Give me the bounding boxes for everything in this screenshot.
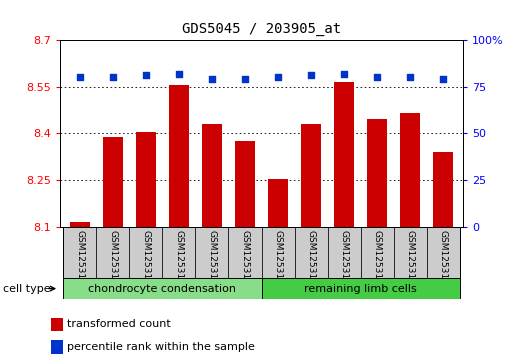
Bar [163, 227, 196, 278]
Text: GSM1253167: GSM1253167 [439, 231, 448, 291]
Point [406, 74, 414, 80]
Bar [51, 340, 63, 354]
Bar [360, 227, 393, 278]
Bar [334, 82, 354, 227]
Point [76, 74, 84, 80]
Point [241, 76, 249, 82]
Bar [169, 85, 189, 227]
Point [373, 74, 381, 80]
Text: cell type: cell type [3, 284, 50, 294]
Text: GSM1253166: GSM1253166 [405, 231, 415, 291]
Text: GSM1253162: GSM1253162 [274, 231, 282, 291]
Point [175, 71, 183, 77]
Bar [327, 227, 360, 278]
Bar [262, 227, 294, 278]
Text: GSM1253161: GSM1253161 [241, 231, 249, 291]
Bar [63, 278, 262, 299]
Bar [393, 227, 427, 278]
Text: GSM1253156: GSM1253156 [75, 231, 84, 291]
Text: GSM1253164: GSM1253164 [339, 231, 348, 291]
Text: chondrocyte condensation: chondrocyte condensation [88, 284, 236, 294]
Text: GSM1253158: GSM1253158 [141, 231, 151, 291]
Bar [268, 179, 288, 227]
Point [307, 73, 315, 78]
Bar [103, 136, 123, 227]
Bar [367, 119, 387, 227]
Bar [96, 227, 130, 278]
Bar [51, 318, 63, 331]
Bar [130, 227, 163, 278]
Bar [262, 278, 460, 299]
Text: GSM1253157: GSM1253157 [108, 231, 118, 291]
Bar [400, 113, 420, 227]
Bar [202, 124, 222, 227]
Bar [235, 141, 255, 227]
Bar [229, 227, 262, 278]
Bar [301, 124, 321, 227]
Point [109, 74, 117, 80]
Point [142, 73, 150, 78]
Text: GSM1253165: GSM1253165 [372, 231, 382, 291]
Text: remaining limb cells: remaining limb cells [304, 284, 417, 294]
Point [208, 76, 216, 82]
Point [439, 76, 447, 82]
Text: transformed count: transformed count [67, 319, 171, 330]
Text: GSM1253163: GSM1253163 [306, 231, 315, 291]
Text: GSM1253160: GSM1253160 [208, 231, 217, 291]
Bar [136, 132, 156, 227]
Point [340, 71, 348, 77]
Bar [63, 227, 96, 278]
Title: GDS5045 / 203905_at: GDS5045 / 203905_at [182, 22, 341, 36]
Bar [294, 227, 327, 278]
Point [274, 74, 282, 80]
Bar [196, 227, 229, 278]
Bar [70, 222, 90, 227]
Bar [433, 152, 453, 227]
Bar [427, 227, 460, 278]
Text: GSM1253159: GSM1253159 [175, 231, 184, 291]
Text: percentile rank within the sample: percentile rank within the sample [67, 342, 255, 352]
